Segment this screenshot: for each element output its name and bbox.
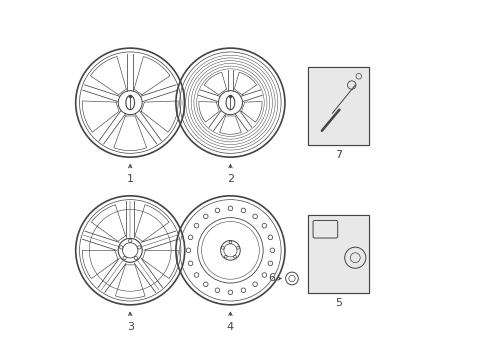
Text: 2: 2 xyxy=(226,174,234,184)
Text: 7: 7 xyxy=(334,150,342,160)
Text: 3: 3 xyxy=(126,322,133,332)
Text: 4: 4 xyxy=(226,322,234,332)
Bar xyxy=(307,67,368,145)
Bar xyxy=(307,67,368,145)
Text: 1: 1 xyxy=(126,174,133,184)
Bar xyxy=(307,215,368,293)
Text: 6: 6 xyxy=(268,274,275,283)
Bar xyxy=(307,215,368,293)
Text: 5: 5 xyxy=(334,298,342,308)
